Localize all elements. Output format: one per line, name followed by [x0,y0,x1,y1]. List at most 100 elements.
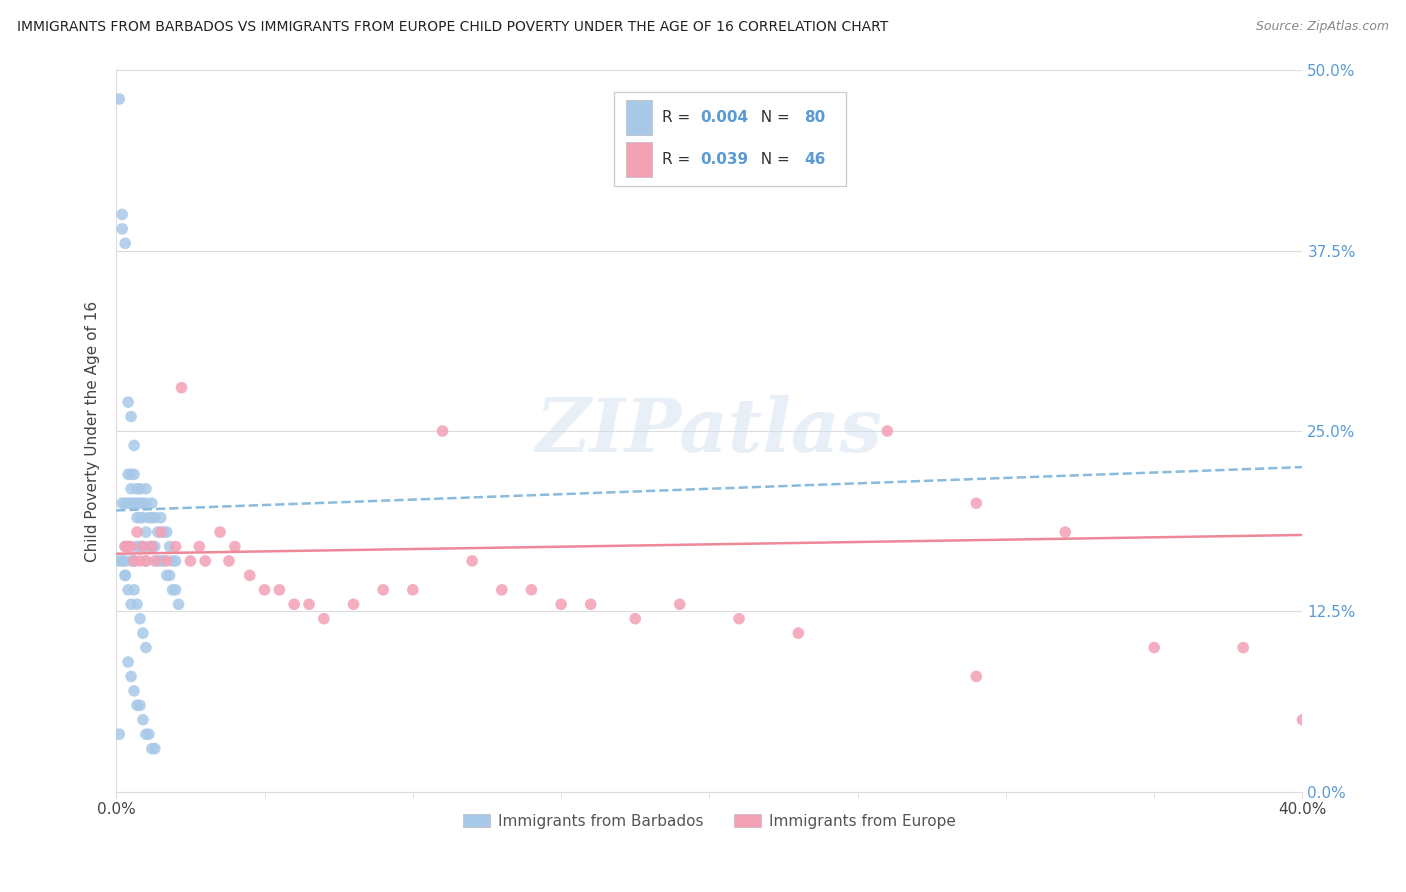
Point [120,669,142,683]
Point [156,554,179,568]
Point [194,554,217,568]
Point [579,597,602,611]
Point [253,582,276,597]
Text: ZIPatlas: ZIPatlas [536,395,883,467]
Point [114,540,136,554]
Point [138,510,160,524]
Point [146,554,169,568]
Point [122,582,145,597]
Point [141,510,163,524]
Point [141,741,163,756]
Point [114,568,136,582]
Point [146,524,169,539]
Point [170,381,193,395]
Point [117,496,139,510]
Point [876,424,898,438]
Point [135,727,157,741]
Point [143,510,166,524]
Point [120,482,142,496]
Text: 0.004: 0.004 [700,111,748,125]
Point [152,524,174,539]
Point [132,540,155,554]
Point [122,438,145,452]
Point [117,540,139,554]
Point [461,554,484,568]
Point [114,554,136,568]
Point [132,626,155,640]
Point [965,669,987,683]
Point [224,540,246,554]
Point [132,496,155,510]
Point [165,582,187,597]
Point [117,582,139,597]
Point [156,524,179,539]
Point [129,698,152,713]
Point [111,554,134,568]
Point [135,482,157,496]
Point [149,554,172,568]
FancyBboxPatch shape [614,92,846,186]
Point [520,582,543,597]
Point [122,467,145,482]
Point [117,655,139,669]
Point [114,496,136,510]
Point [125,597,148,611]
Point [143,540,166,554]
Point [120,597,142,611]
Point [188,540,211,554]
Point [787,626,810,640]
Text: 46: 46 [804,152,825,167]
Text: IMMIGRANTS FROM BARBADOS VS IMMIGRANTS FROM EUROPE CHILD POVERTY UNDER THE AGE O: IMMIGRANTS FROM BARBADOS VS IMMIGRANTS F… [17,20,889,34]
Point [373,582,395,597]
Point [159,568,181,582]
Point [283,597,305,611]
Point [141,540,163,554]
Point [122,684,145,698]
Point [138,727,160,741]
Point [668,597,690,611]
Point [135,554,157,568]
Point [135,496,157,510]
Text: R =: R = [662,152,695,167]
Point [114,540,136,554]
FancyBboxPatch shape [626,142,652,177]
Point [117,467,139,482]
Point [120,409,142,424]
Point [108,727,131,741]
Point [125,540,148,554]
Point [159,540,181,554]
Point [111,222,134,236]
Point [1232,640,1254,655]
Point [149,524,172,539]
Point [129,540,152,554]
Point [152,554,174,568]
Point [624,612,647,626]
Point [143,554,166,568]
Point [120,554,142,568]
Point [120,467,142,482]
Point [269,582,291,597]
Point [125,510,148,524]
Point [1291,713,1313,727]
Point [114,236,136,251]
Point [135,640,157,655]
Point [728,612,751,626]
Point [165,554,187,568]
Point [125,496,148,510]
Point [1143,640,1166,655]
Point [132,713,155,727]
Point [108,92,131,106]
Point [162,582,184,597]
Point [141,540,163,554]
Point [117,540,139,554]
Point [162,554,184,568]
Point [135,554,157,568]
Point [209,524,232,539]
Point [117,395,139,409]
Point [125,482,148,496]
Point [239,568,262,582]
Text: 0.039: 0.039 [700,152,748,167]
Text: R =: R = [662,111,695,125]
Point [342,597,364,611]
Point [141,496,163,510]
